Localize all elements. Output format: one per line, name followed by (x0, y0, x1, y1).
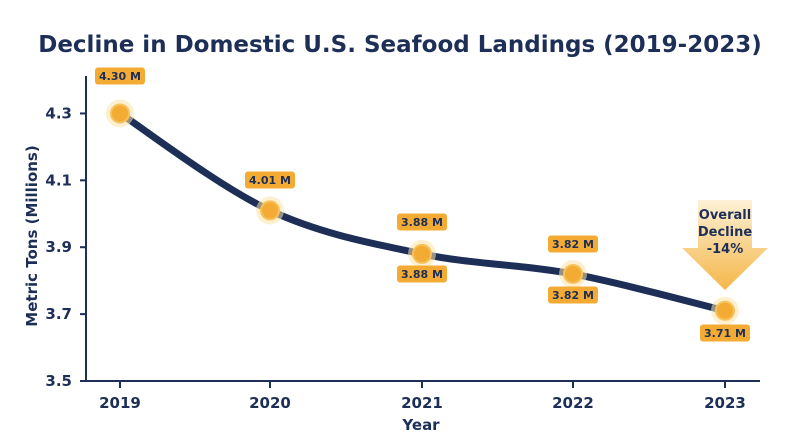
data-label: 4.30 M (95, 67, 145, 85)
data-label-bg (95, 67, 145, 85)
data-labels-group: 4.30 M 4.01 M 3.88 M 3.82 M 3.71 M 3.88 M 3.82… (95, 67, 750, 342)
chart-title: Decline in Domestic U.S. Seafood Landing… (38, 32, 762, 58)
x-axis-ticks: 2019 2020 2021 2022 2023 (99, 381, 746, 412)
data-label: 4.01 M (245, 171, 295, 189)
data-label-text: 3.82 M (552, 238, 594, 251)
data-label-text: 4.01 M (249, 174, 291, 187)
data-point (412, 243, 432, 264)
data-point (715, 300, 735, 321)
x-tick-label: 2021 (401, 394, 443, 412)
data-label-bg (548, 235, 598, 253)
data-label-bg (397, 265, 447, 283)
y-tick-label: 3.7 (45, 305, 72, 323)
data-label-bg (548, 286, 598, 304)
markers-group (106, 99, 739, 325)
y-axis-label: Metric Tons (Millions) (23, 145, 41, 326)
data-label: 3.71 M (700, 324, 750, 342)
data-label: 3.88 M (397, 213, 447, 231)
data-label-bg (245, 171, 295, 189)
data-label-text: 3.71 M (704, 327, 746, 340)
data-label-text: 3.82 M (552, 289, 594, 302)
y-tick-label: 4.1 (45, 171, 72, 189)
annotation-line-3: -14% (707, 242, 744, 257)
y-tick-label: 4.3 (45, 104, 72, 122)
data-label: 3.82 M (548, 235, 598, 253)
data-label-bg (397, 213, 447, 231)
x-tick-label: 2023 (704, 394, 746, 412)
data-label: 3.88 M (397, 265, 447, 283)
data-point (563, 263, 583, 284)
x-axis-label: Year (401, 416, 440, 434)
data-label: 3.82 M (548, 286, 598, 304)
decline-arrow (682, 200, 768, 290)
y-axis-ticks: 3.5 3.7 3.9 4.1 4.3 (45, 104, 86, 390)
data-point (260, 200, 280, 221)
data-label-bg (700, 324, 750, 342)
data-label-text: 3.88 M (401, 216, 443, 229)
x-tick-label: 2019 (99, 394, 141, 412)
annotation-line-2: Decline (698, 225, 752, 240)
data-label-text: 3.88 M (401, 268, 443, 281)
y-tick-label: 3.5 (45, 372, 72, 390)
x-tick-label: 2020 (249, 394, 291, 412)
overall-decline-annotation: Overall Decline -14% (682, 200, 768, 290)
data-label-text: 4.30 M (99, 70, 141, 83)
data-point (110, 103, 130, 124)
annotation-line-1: Overall (699, 208, 751, 223)
x-tick-label: 2022 (552, 394, 594, 412)
y-tick-label: 3.9 (45, 238, 72, 256)
